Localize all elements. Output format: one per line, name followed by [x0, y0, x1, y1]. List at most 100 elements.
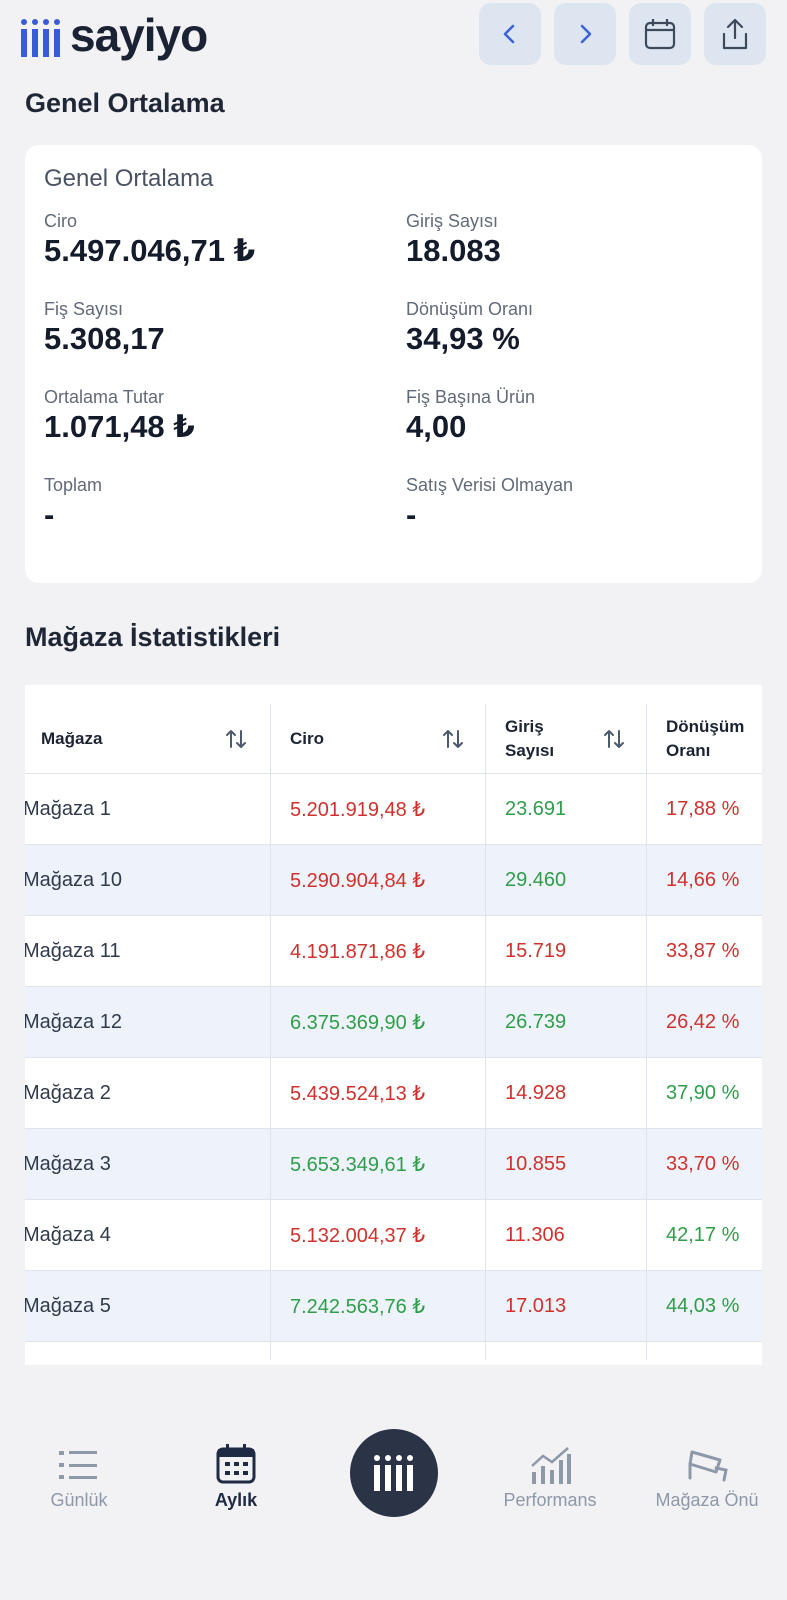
column-header-label: Mağaza: [41, 728, 103, 748]
metric-value: 1.071,48 ₺: [44, 409, 195, 444]
metric-value: -: [44, 497, 55, 532]
metric-label: Satış Verisi Olmayan: [406, 475, 574, 495]
metric-value: 5.308,17: [44, 321, 165, 356]
sort-icon[interactable]: [441, 727, 465, 751]
table-row: [25, 916, 762, 986]
column-header-label: Dönüşüm Oranı: [666, 716, 745, 760]
metric-value: 4,00: [406, 409, 467, 444]
table-cell: 14,66 %: [666, 869, 740, 891]
store-name: Mağaza 1: [25, 798, 111, 820]
table-cell: 7.242.563,76 ₺: [290, 1296, 426, 1318]
column-divider: [485, 704, 486, 1360]
share-icon: [722, 18, 748, 50]
logo-icon: [21, 19, 60, 57]
metric-value: 5.497.046,71 ₺: [44, 233, 256, 268]
next-button[interactable]: [554, 3, 616, 65]
row-divider: [25, 1270, 762, 1271]
chevron-right-icon: [580, 24, 592, 44]
store-name: Mağaza 11: [25, 940, 121, 962]
row-divider: [25, 915, 762, 916]
table-cell: 29.460: [505, 869, 567, 891]
store-name: Mağaza 2: [25, 1082, 111, 1104]
table-cell: 5.653.349,61 ₺: [290, 1154, 426, 1176]
row-divider: [25, 1128, 762, 1129]
row-divider: [25, 844, 762, 845]
table-cell: 5.201.919,48 ₺: [290, 799, 426, 821]
table-cell: 17,88 %: [666, 798, 740, 820]
sort-icon[interactable]: [602, 727, 626, 751]
nav-label[interactable]: Mağaza Önü: [655, 1490, 759, 1510]
store-name: Mağaza 3: [25, 1153, 111, 1175]
row-divider: [25, 1341, 762, 1342]
table-row: [25, 845, 762, 915]
metric-label: Fiş Sayısı: [44, 299, 124, 319]
table-row: [25, 1058, 762, 1128]
daily-icon: [59, 1451, 97, 1479]
metric-label: Giriş Sayısı: [406, 211, 499, 231]
row-divider: [25, 1057, 762, 1058]
column-header[interactable]: Giriş Sayısı: [485, 704, 646, 773]
store-name: Mağaza 12: [25, 1011, 122, 1033]
metric-value: 18.083: [406, 233, 501, 268]
table-cell: 6.375.369,90 ₺: [290, 1012, 426, 1034]
table-row: [25, 987, 762, 1057]
table-cell: 42,17 %: [666, 1224, 740, 1246]
nav-label[interactable]: Günlük: [50, 1490, 108, 1510]
prev-button[interactable]: [479, 3, 541, 65]
column-header[interactable]: Ciro: [270, 704, 485, 773]
metric-value: -: [406, 497, 417, 532]
nav-label[interactable]: Performans: [503, 1490, 597, 1510]
section-title: Genel Ortalama: [25, 88, 225, 118]
table-cell: 17.013: [505, 1295, 567, 1317]
store-name: Mağaza 5: [25, 1295, 111, 1317]
table-row: [25, 774, 762, 844]
monthly-icon: [216, 1444, 256, 1484]
metric-label: Toplam: [44, 475, 103, 495]
table-top-bar: [25, 679, 762, 685]
sort-icon[interactable]: [224, 727, 248, 751]
table-row: [25, 1129, 762, 1199]
column-divider: [646, 704, 647, 1360]
logo-text: sayiyo: [70, 9, 208, 61]
calendar-button[interactable]: [629, 3, 691, 65]
column-header[interactable]: Dönüşüm Oranı: [646, 704, 762, 773]
table-cell: 15.719: [505, 940, 567, 962]
row-divider: [25, 1199, 762, 1200]
table-cell: 5.132.004,37 ₺: [290, 1225, 426, 1247]
metric-label: Ortalama Tutar: [44, 387, 165, 407]
table-cell: 5.439.524,13 ₺: [290, 1083, 426, 1105]
column-header-label: Giriş Sayısı: [505, 716, 555, 760]
row-divider: [25, 986, 762, 987]
table-cell: 26.739: [505, 1011, 567, 1033]
table-cell: 26,42 %: [666, 1011, 740, 1033]
store-name: Mağaza 10: [25, 869, 122, 891]
store-front-icon: [688, 1450, 728, 1482]
table-cell: 14.928: [505, 1082, 567, 1104]
table-cell: 4.191.871,86 ₺: [290, 941, 426, 963]
store-name: Mağaza 4: [25, 1224, 111, 1246]
table-title: Mağaza İstatistikleri: [25, 622, 281, 652]
table-cell: 44,03 %: [666, 1295, 740, 1317]
home-logo-icon: [374, 1455, 413, 1491]
metric-label: Fiş Başına Ürün: [406, 387, 536, 407]
calendar-icon: [644, 19, 676, 50]
metric-label: Dönüşüm Oranı: [406, 299, 534, 319]
table-cell: 33,87 %: [666, 940, 740, 962]
table-cell: 11.306: [505, 1224, 565, 1246]
summary-card: Genel Ortalama Ciro 5.497.046,71 ₺ Giriş S…: [25, 145, 762, 583]
table-cell: 5.290.904,84 ₺: [290, 870, 426, 892]
share-button[interactable]: [704, 3, 766, 65]
table-row: [25, 1271, 762, 1341]
table-cell: 23.691: [505, 798, 567, 820]
metric-value: 34,93 %: [406, 321, 520, 356]
column-header[interactable]: Mağaza: [25, 704, 270, 773]
metric-label: Ciro: [44, 211, 78, 231]
table-row: [25, 1200, 762, 1270]
card-title: Genel Ortalama: [44, 165, 214, 192]
home-button[interactable]: [350, 1429, 438, 1517]
chevron-left-icon: [503, 24, 515, 44]
nav-label[interactable]: Aylık: [214, 1490, 258, 1510]
store-table: Mağaza Ciro Giriş Sayısı Dönüşüm Oranı Mağaz…: [25, 679, 762, 1365]
